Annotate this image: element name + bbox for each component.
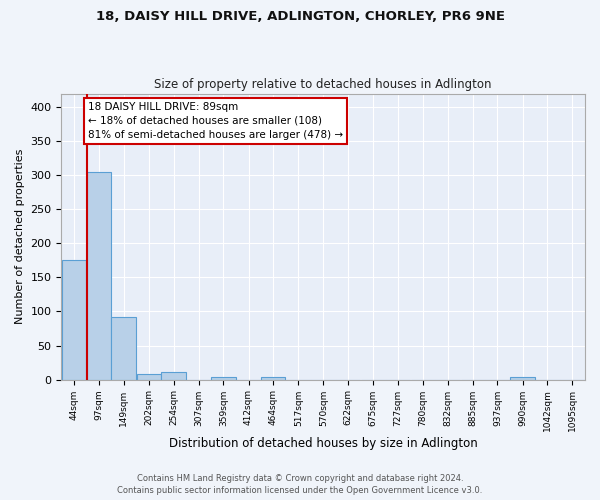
Text: Contains HM Land Registry data © Crown copyright and database right 2024.
Contai: Contains HM Land Registry data © Crown c…	[118, 474, 482, 495]
Text: 18, DAISY HILL DRIVE, ADLINGTON, CHORLEY, PR6 9NE: 18, DAISY HILL DRIVE, ADLINGTON, CHORLEY…	[95, 10, 505, 23]
Bar	[62, 260, 86, 380]
Bar	[511, 377, 535, 380]
Title: Size of property relative to detached houses in Adlington: Size of property relative to detached ho…	[154, 78, 492, 91]
Bar	[112, 317, 136, 380]
Bar	[87, 172, 112, 380]
Text: 18 DAISY HILL DRIVE: 89sqm
← 18% of detached houses are smaller (108)
81% of sem: 18 DAISY HILL DRIVE: 89sqm ← 18% of deta…	[88, 102, 343, 140]
X-axis label: Distribution of detached houses by size in Adlington: Distribution of detached houses by size …	[169, 437, 478, 450]
Bar	[261, 377, 286, 380]
Bar	[211, 377, 236, 380]
Y-axis label: Number of detached properties: Number of detached properties	[15, 149, 25, 324]
Bar	[161, 372, 186, 380]
Bar	[137, 374, 161, 380]
